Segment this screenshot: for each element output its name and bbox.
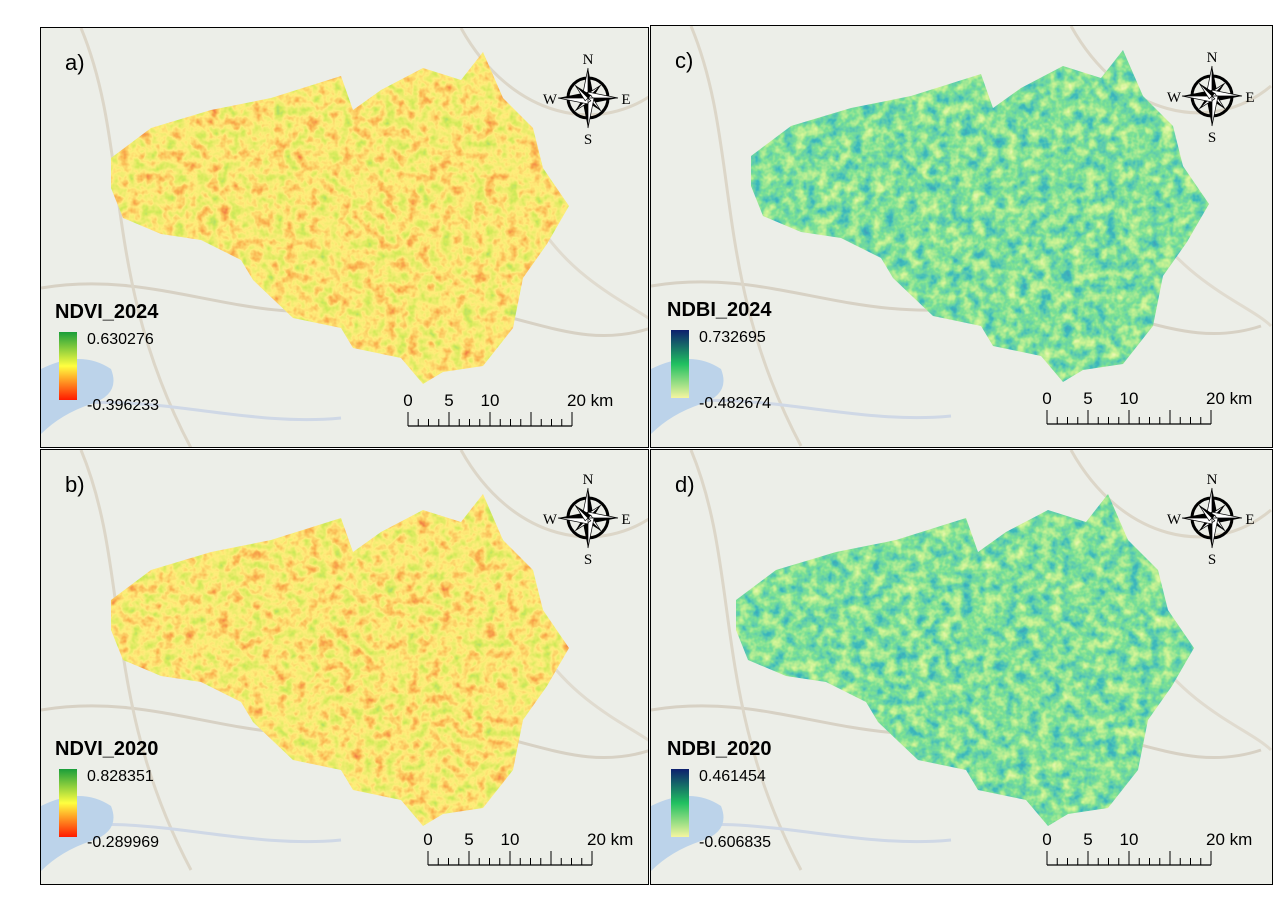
legend-title: NDVI_2024 <box>55 301 159 323</box>
scale-label: 5 <box>1083 389 1092 408</box>
map-panel: c) N S E W NDBI_2024 0.732695 -0.482674 0 5 10 20 k… <box>650 25 1273 448</box>
scale-label: 10 <box>501 830 520 849</box>
legend-max: 0.461454 <box>699 768 766 785</box>
legend-max: 0.828351 <box>87 768 154 785</box>
scale-label: 0 <box>1042 830 1051 849</box>
legend-title: NDBI_2024 <box>667 299 772 321</box>
compass-e: E <box>621 512 630 528</box>
compass-w: W <box>1167 512 1182 528</box>
compass-s: S <box>1208 552 1216 568</box>
compass-w: W <box>543 512 558 528</box>
compass-n: N <box>1207 472 1218 488</box>
panel-label: a) <box>65 50 85 75</box>
scale-label: 0 <box>403 391 412 410</box>
compass-n: N <box>583 52 594 68</box>
scale-label: 5 <box>464 830 473 849</box>
compass-half <box>574 505 589 522</box>
map: a) N S E W NDVI_2024 0.630276 -0.396233 0 5 10 20 k… <box>41 28 648 447</box>
compass-s: S <box>1208 130 1216 146</box>
road <box>1069 26 1272 115</box>
compass-e: E <box>1245 90 1254 106</box>
map-panel: d) N S E W NDBI_2020 0.461454 -0.606835 0 5 10 20 k… <box>650 449 1273 885</box>
scale-label: 20 km <box>1206 830 1252 849</box>
compass-point <box>1198 505 1215 522</box>
compass-half <box>1199 505 1215 518</box>
compass-half <box>1199 83 1215 96</box>
panel-label: d) <box>675 472 695 497</box>
compass-half <box>575 505 591 518</box>
compass: N S E W <box>1167 472 1255 568</box>
compass-point <box>574 85 591 102</box>
road <box>459 450 648 539</box>
road <box>1069 450 1272 539</box>
compass-n: N <box>1207 50 1218 66</box>
compass-s: S <box>584 552 592 568</box>
compass: N S E W <box>543 472 631 568</box>
compass-half <box>1211 511 1243 519</box>
compass-half <box>587 517 595 549</box>
scale-label: 10 <box>481 391 500 410</box>
legend-ramp <box>671 330 689 398</box>
estuary <box>651 359 724 447</box>
legend-ramp <box>59 769 77 837</box>
legend-min: -0.289969 <box>87 834 159 851</box>
compass-s: S <box>584 132 592 148</box>
compass-half <box>1211 95 1219 127</box>
compass-w: W <box>543 92 558 108</box>
compass-half <box>1198 505 1213 522</box>
scale-label: 0 <box>1042 389 1051 408</box>
panel-label: b) <box>65 472 85 497</box>
panel-label: c) <box>675 48 693 73</box>
compass-half <box>1211 89 1243 97</box>
scale-label: 20 km <box>587 830 633 849</box>
legend-max: 0.630276 <box>87 331 154 348</box>
legend-ramp <box>671 769 689 837</box>
scale-label: 0 <box>423 830 432 849</box>
compass-half <box>1181 95 1213 103</box>
compass-point <box>574 505 591 522</box>
estuary <box>651 796 724 884</box>
legend-ramp <box>59 332 77 400</box>
compass-half <box>574 85 589 102</box>
compass-half <box>557 97 589 105</box>
legend-title: NDBI_2020 <box>667 738 772 760</box>
compass-half <box>1181 517 1213 525</box>
map: c) N S E W NDBI_2024 0.732695 -0.482674 0 5 10 20 k… <box>651 26 1272 447</box>
legend-min: -0.396233 <box>87 397 159 414</box>
legend-max: 0.732695 <box>699 329 766 346</box>
compass-half <box>587 97 595 129</box>
scale-label: 5 <box>1083 830 1092 849</box>
road <box>689 450 803 871</box>
scale-label: 20 km <box>1206 389 1252 408</box>
scale-label: 5 <box>444 391 453 410</box>
compass-half <box>1211 517 1219 549</box>
map-panel: a) N S E W NDVI_2024 0.630276 -0.396233 0 5 10 20 k… <box>40 27 649 448</box>
compass-n: N <box>583 472 594 488</box>
legend-title: NDVI_2020 <box>55 738 158 760</box>
road <box>79 28 193 447</box>
legend-min: -0.482674 <box>699 395 771 412</box>
scale-label: 10 <box>1120 830 1139 849</box>
compass-half <box>587 91 619 99</box>
map-panel: b) N S E W NDVI_2020 0.828351 -0.289969 0 5 10 20 k… <box>40 449 649 885</box>
compass-e: E <box>1245 512 1254 528</box>
compass-half <box>1198 83 1213 100</box>
scale-label: 20 km <box>567 391 613 410</box>
compass-half <box>575 85 591 98</box>
map: d) N S E W NDBI_2020 0.461454 -0.606835 0 5 10 20 k… <box>651 450 1272 884</box>
road <box>539 227 648 320</box>
compass-half <box>557 517 589 525</box>
road <box>689 26 803 447</box>
compass-w: W <box>1167 90 1182 106</box>
scale-label: 10 <box>1120 389 1139 408</box>
compass: N S E W <box>543 52 631 148</box>
region-raster <box>111 52 569 384</box>
compass-point <box>1198 83 1215 100</box>
compass-half <box>587 511 619 519</box>
map: b) N S E W NDVI_2020 0.828351 -0.289969 0 5 10 20 k… <box>41 450 648 884</box>
compass-e: E <box>621 92 630 108</box>
compass: N S E W <box>1167 50 1255 146</box>
legend-min: -0.606835 <box>699 834 771 851</box>
